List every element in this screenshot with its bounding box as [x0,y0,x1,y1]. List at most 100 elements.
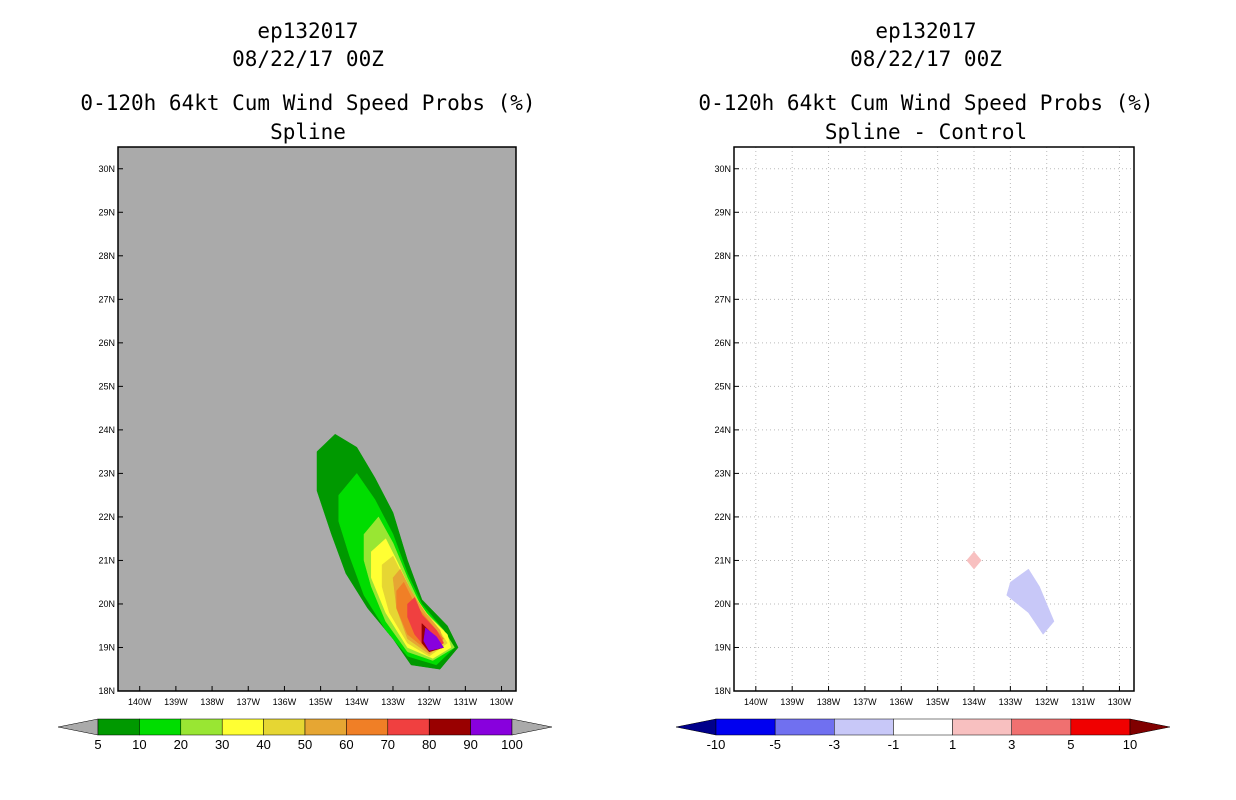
right-colorbar: -10 -5 -3 -1 1 3 5 10 [675,718,1171,752]
colorbar-under-triangle [675,718,717,736]
colorbar-label: 50 [298,737,312,752]
left-plot-frame [117,146,517,692]
y-tick-label: 29N [98,207,115,217]
colorbar-label: -10 [707,737,726,752]
contour-level-1 [966,551,982,570]
y-tick-label: 21N [98,555,115,565]
y-tick-label: 30N [98,164,115,174]
colorbar-label: 60 [339,737,353,752]
colorbar-swatch [893,718,953,736]
x-tick-label: 136W [890,697,914,707]
colorbar-swatch [304,718,347,736]
x-tick-label: 131W [1071,697,1095,707]
contour-level-90 [423,627,444,651]
right-panel: ep132017 08/22/17 00Z 0-120h 64kt Cum Wi… [675,19,1171,752]
right-title-product: 0-120h 64kt Cum Wind Speed Probs (%) [698,91,1153,115]
colorbar-label: 1 [949,737,956,752]
left-title-product: 0-120h 64kt Cum Wind Speed Probs (%) [80,91,535,115]
x-tick-label: 130W [1108,697,1132,707]
y-tick-label: 23N [714,468,731,478]
y-tick-label: 20N [714,599,731,609]
right-title-date: 08/22/17 00Z [850,47,1002,71]
y-tick-label: 24N [714,425,731,435]
x-tick-label: 132W [1035,697,1059,707]
y-tick-label: 19N [714,642,731,652]
right-title-method: Spline - Control [825,120,1027,144]
colorbar-label: 80 [422,737,436,752]
y-tick-label: 23N [98,468,115,478]
colorbar-swatch [428,718,471,736]
colorbar-label: 10 [1123,737,1137,752]
left-contours [316,433,459,670]
colorbar-swatch [715,718,776,736]
x-tick-label: 132W [417,697,441,707]
y-tick-label: 28N [714,251,731,261]
colorbar-label: -5 [769,737,781,752]
x-tick-label: 130W [490,697,514,707]
x-tick-label: 136W [273,697,297,707]
colorbar-swatch [346,718,389,736]
y-tick-label: 28N [98,251,115,261]
x-tick-label: 139W [780,697,804,707]
colorbar-label: 3 [1008,737,1015,752]
x-tick-label: 131W [454,697,478,707]
x-tick-label: 140W [128,697,152,707]
colorbar-label: 70 [381,737,395,752]
colorbar-over-triangle [511,718,553,736]
colorbar-label: 30 [215,737,229,752]
colorbar-swatch [139,718,182,736]
y-tick-label: 27N [714,294,731,304]
left-title-date: 08/22/17 00Z [232,47,384,71]
y-tick-label: 18N [714,686,731,696]
x-tick-label: 135W [309,697,333,707]
x-tick-label: 135W [926,697,950,707]
y-tick-label: 25N [98,381,115,391]
y-tick-label: 20N [98,599,115,609]
y-tick-label: 26N [98,338,115,348]
right-y-ticks: 18N 19N 20N 21N 22N 23N 24N 25N 26N 27N 28N 29N 30N [714,164,739,696]
y-tick-label: 19N [98,642,115,652]
x-tick-label: 134W [345,697,369,707]
y-tick-label: 29N [714,207,731,217]
colorbar-swatch [97,718,140,736]
x-tick-label: 138W [200,697,224,707]
y-tick-label: 18N [98,686,115,696]
colorbar-label: -1 [888,737,900,752]
right-grid [734,147,1134,692]
colorbar-label: -3 [829,737,841,752]
x-tick-label: 139W [164,697,188,707]
left-plot-background [118,147,516,691]
y-tick-label: 21N [714,555,731,565]
colorbar-swatch [263,718,306,736]
colorbar-swatch [774,718,835,736]
left-title-method: Spline [270,120,346,144]
colorbar-label: 10 [132,737,146,752]
colorbar-swatch [834,718,894,736]
colorbar-swatch [952,718,1012,736]
y-tick-label: 27N [98,294,115,304]
colorbar-swatch [1070,718,1131,736]
colorbar-label: 90 [463,737,477,752]
contour-level-neg1 [1006,568,1055,635]
colorbar-swatch [470,718,513,736]
x-tick-label: 133W [381,697,405,707]
x-tick-label: 138W [817,697,841,707]
colorbar-swatch [1011,718,1072,736]
right-title-storm: ep132017 [875,19,976,43]
left-panel: ep132017 08/22/17 00Z 0-120h 64kt Cum Wi… [57,19,553,752]
x-tick-label: 137W [853,697,877,707]
y-tick-label: 22N [714,512,731,522]
x-tick-label: 140W [744,697,768,707]
colorbar-swatch [221,718,264,736]
left-title-storm: ep132017 [257,19,358,43]
colorbar-label: 20 [174,737,188,752]
colorbar-swatch [387,718,430,736]
right-plot-frame [733,146,1135,692]
colorbar-label: 5 [1067,737,1074,752]
y-tick-label: 25N [714,381,731,391]
right-contours [966,551,1055,635]
x-tick-label: 134W [962,697,986,707]
y-tick-label: 26N [714,338,731,348]
y-tick-label: 30N [714,164,731,174]
